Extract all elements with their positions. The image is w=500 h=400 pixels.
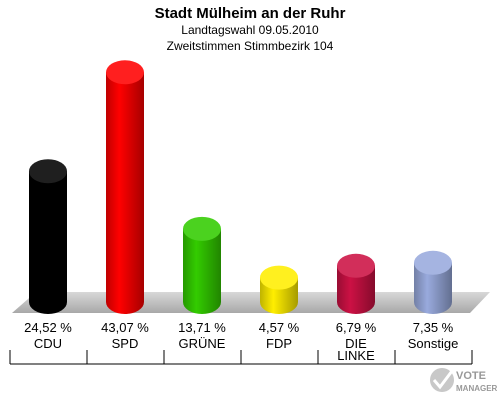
bar-top <box>29 159 67 184</box>
bars-layer <box>29 60 452 314</box>
bar-fdp <box>260 265 298 314</box>
value-label: 6,79 % <box>336 320 377 335</box>
bar-top <box>337 253 375 278</box>
category-label: CDU <box>34 336 62 351</box>
bar-body <box>106 72 144 314</box>
ballot-check-icon <box>430 368 454 392</box>
bar-body <box>183 228 221 314</box>
bar-cdu <box>29 159 67 314</box>
chart-title: Stadt Mülheim an der Ruhr <box>154 5 346 22</box>
bar-spd <box>106 60 144 314</box>
bar-top <box>106 60 144 85</box>
chart-subtitle-2: Zweitstimmen Stimmbezirk 104 <box>166 39 334 53</box>
category-label: GRÜNE <box>179 336 226 351</box>
value-label: 24,52 % <box>24 320 72 335</box>
votemanager-logo: VOTE MANAGER <box>430 368 498 393</box>
category-label: Sonstige <box>408 336 459 351</box>
category-label: SPD <box>112 336 139 351</box>
bar-top <box>414 250 452 275</box>
category-label: LINKE <box>337 348 375 363</box>
category-label: FDP <box>266 336 292 351</box>
category-label: DIE <box>345 336 367 351</box>
value-label: 43,07 % <box>101 320 149 335</box>
brand-line2: MANAGER <box>456 384 498 393</box>
brand-line1: VOTE <box>456 370 486 382</box>
chart-subtitle: Landtagswahl 09.05.2010 <box>181 23 319 37</box>
bar-sonstige <box>414 250 452 314</box>
value-label: 4,57 % <box>259 320 300 335</box>
value-label: 13,71 % <box>178 320 226 335</box>
labels-layer: 24,52 %CDU 43,07 %SPD 13,71 %GRÜNE 4,57 %FD… <box>24 320 458 363</box>
bar-die-linke <box>337 253 375 314</box>
bar-body <box>337 265 375 314</box>
category-axis <box>9 350 473 365</box>
bar-top <box>183 216 221 241</box>
bar-body <box>29 171 67 314</box>
bar-body <box>414 262 452 314</box>
bar-gr-ne <box>183 216 221 314</box>
value-label: 7,35 % <box>413 320 454 335</box>
bar-top <box>260 265 298 290</box>
